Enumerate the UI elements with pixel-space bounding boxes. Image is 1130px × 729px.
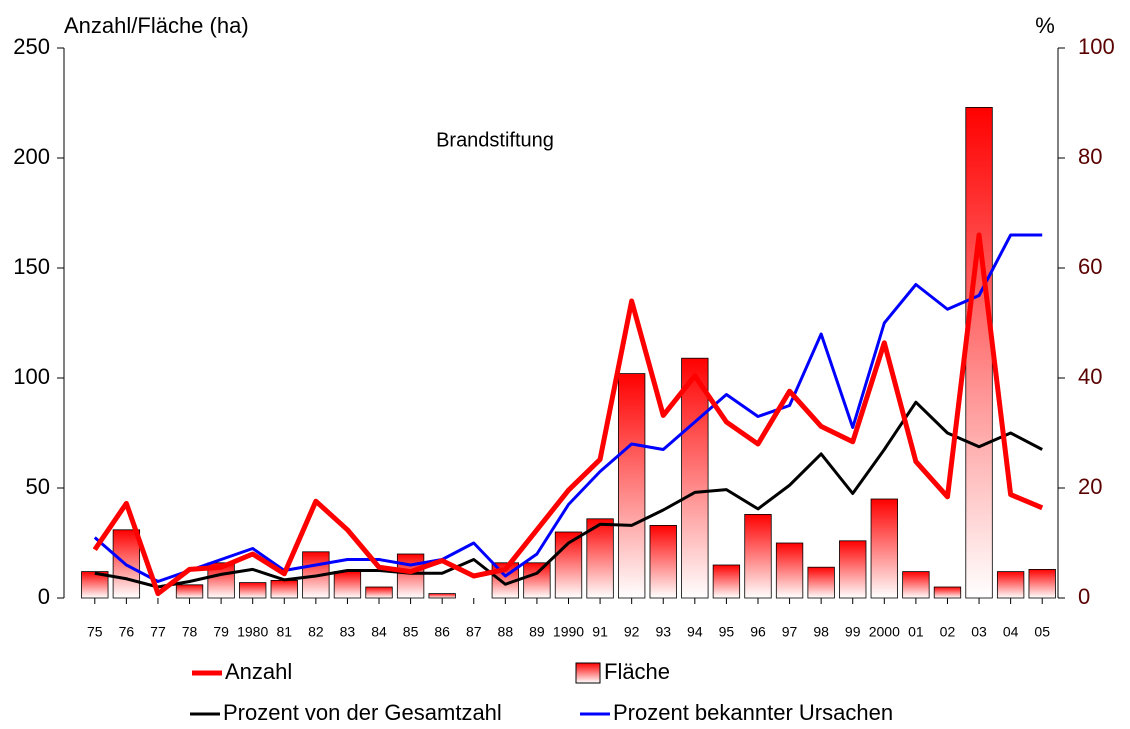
x-tick-label: 93: [655, 624, 671, 640]
line: [93, 233, 1043, 583]
x-tick-label: 1990: [553, 624, 584, 640]
x-tick-label: 05: [1034, 624, 1050, 640]
annotation: Brandstiftung: [436, 129, 554, 151]
x-tick-label: 77: [150, 624, 166, 640]
x-tick-label: 2000: [869, 624, 900, 640]
x-tick-label: 95: [719, 624, 735, 640]
x-tick-label: 78: [182, 624, 198, 640]
y-tick-label: 200: [13, 144, 50, 169]
x-tick-label: 82: [308, 624, 324, 640]
legend-label: Prozent bekannter Ursachen: [613, 700, 893, 725]
x-tick-label: 01: [908, 624, 924, 640]
x-tick-label: 75: [87, 624, 103, 640]
y-tick-label: 100: [13, 364, 50, 389]
y2-tick-label: 40: [1078, 364, 1102, 389]
y2-axis-label: %: [1035, 13, 1055, 38]
x-tick-label: 92: [624, 624, 640, 640]
x-tick-label: 96: [750, 624, 766, 640]
bar: [239, 582, 267, 599]
x-tick-label: 04: [1003, 624, 1019, 640]
bar: [523, 562, 551, 599]
x-tick-label: 99: [845, 624, 861, 640]
bar: [839, 540, 867, 599]
line: [94, 400, 1043, 589]
x-tick-label: 76: [119, 624, 135, 640]
x-tick-label: 85: [403, 624, 419, 640]
bar: [365, 586, 393, 599]
bar: [996, 571, 1025, 599]
bar: [428, 593, 456, 599]
x-tick-label: 89: [529, 624, 545, 640]
x-tick-label: 81: [276, 624, 292, 640]
x-tick-label: 03: [971, 624, 987, 640]
bar: [396, 553, 425, 599]
bar: [807, 566, 835, 599]
y2-tick-label: 60: [1078, 254, 1102, 279]
bar: [649, 525, 677, 599]
bar: [933, 586, 962, 599]
bar: [175, 584, 204, 599]
bar: [681, 357, 709, 599]
bar: [902, 571, 930, 599]
x-tick-label: 02: [940, 624, 956, 640]
legend-swatch: [575, 662, 601, 684]
bar: [744, 514, 772, 599]
x-tick-label: 98: [813, 624, 829, 640]
bar: [270, 580, 298, 599]
bar: [965, 107, 993, 599]
legend-label: Prozent von der Gesamtzahl: [223, 700, 502, 725]
x-tick-label: 86: [434, 624, 450, 640]
bar: [617, 373, 646, 599]
x-tick-label: 84: [371, 624, 387, 640]
bar: [1028, 569, 1056, 599]
y2-tick-label: 20: [1078, 474, 1102, 499]
bar: [333, 571, 362, 599]
x-tick-label: 87: [466, 624, 482, 640]
bar: [586, 518, 614, 599]
y-tick-label: 50: [26, 474, 50, 499]
bar: [775, 542, 804, 599]
x-tick-label: 91: [592, 624, 608, 640]
y-tick-label: 250: [13, 34, 50, 59]
x-tick-label: 83: [340, 624, 356, 640]
bar: [870, 498, 898, 599]
legend-label: Fläche: [604, 659, 670, 684]
x-tick-label: 79: [213, 624, 229, 640]
y-axis-label: Anzahl/Fläche (ha): [64, 13, 249, 38]
y2-tick-label: 100: [1078, 34, 1115, 59]
bar: [712, 564, 741, 599]
y2-tick-label: 80: [1078, 144, 1102, 169]
y-tick-label: 150: [13, 254, 50, 279]
legend-label: Anzahl: [225, 659, 292, 684]
line: [92, 232, 1044, 597]
x-tick-label: 94: [687, 624, 703, 640]
x-tick-label: 97: [782, 624, 798, 640]
y2-tick-label: 0: [1078, 584, 1090, 609]
x-tick-label: 1980: [237, 624, 268, 640]
y-tick-label: 0: [38, 584, 50, 609]
x-tick-label: 88: [498, 624, 514, 640]
